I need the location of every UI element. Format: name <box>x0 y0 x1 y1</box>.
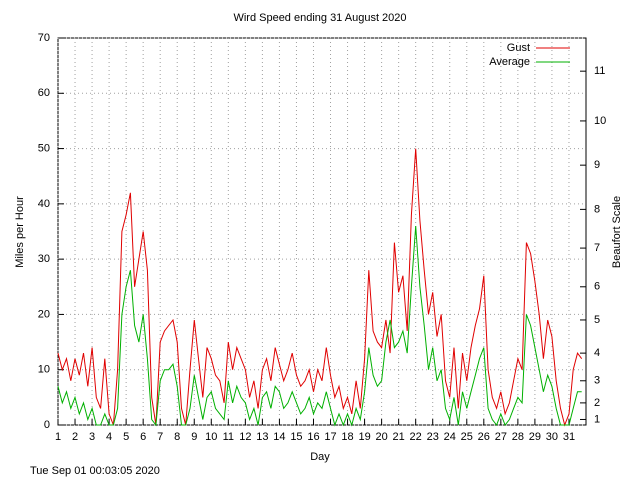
x-tick-label: 14 <box>273 431 285 443</box>
x-tick-label: 12 <box>239 431 251 443</box>
legend-label: Average <box>489 56 530 68</box>
y2-tick-label: 3 <box>594 375 600 387</box>
y-tick-label: 40 <box>38 198 50 210</box>
x-tick-label: 23 <box>427 431 439 443</box>
x-axis-label: Day <box>310 451 330 463</box>
x-tick-label: 21 <box>393 431 405 443</box>
x-tick-label: 13 <box>256 431 268 443</box>
y-tick-label: 50 <box>38 142 50 154</box>
x-tick-label: 16 <box>307 431 319 443</box>
x-tick-label: 18 <box>341 431 353 443</box>
y2-tick-label: 7 <box>594 242 600 254</box>
y2-tick-label: 9 <box>594 159 600 171</box>
x-tick-label: 2 <box>72 431 78 443</box>
footer-timestamp: Tue Sep 01 00:03:05 2020 <box>30 465 160 477</box>
y2-tick-label: 8 <box>594 203 600 215</box>
x-tick-label: 27 <box>495 431 507 443</box>
x-tick-label: 8 <box>174 431 180 443</box>
x-tick-label: 15 <box>290 431 302 443</box>
y2-tick-label: 5 <box>594 314 600 326</box>
x-tick-label: 11 <box>223 431 234 443</box>
x-tick-label: 3 <box>89 431 95 443</box>
x-tick-label: 10 <box>205 431 217 443</box>
y2-axis-label: Beaufort Scale <box>611 196 623 268</box>
legend-label: Gust <box>507 42 530 54</box>
x-tick-label: 1 <box>55 431 61 443</box>
series-line <box>57 148 583 427</box>
x-tick-label: 28 <box>512 431 524 443</box>
y-tick-label: 0 <box>44 419 50 431</box>
series-line <box>57 225 582 427</box>
x-tick-label: 19 <box>358 431 370 443</box>
x-tick-label: 7 <box>157 431 163 443</box>
y-tick-label: 10 <box>38 364 50 376</box>
y2-tick-label: 10 <box>594 115 606 127</box>
x-tick-label: 31 <box>563 431 575 443</box>
y-tick-label: 30 <box>38 253 50 265</box>
x-tick-label: 4 <box>106 431 112 443</box>
x-tick-label: 17 <box>324 431 336 443</box>
y2-tick-label: 6 <box>594 281 600 293</box>
y2-tick-label: 4 <box>594 347 600 359</box>
x-tick-label: 26 <box>478 431 490 443</box>
plot-frame <box>57 37 587 426</box>
y-tick-label: 20 <box>38 308 50 320</box>
x-tick-label: 5 <box>123 431 129 443</box>
y-axis-label: Miles per Hour <box>14 196 26 268</box>
y2-tick-label: 1 <box>594 413 600 425</box>
x-tick-label: 20 <box>375 431 387 443</box>
x-tick-label: 24 <box>444 431 456 443</box>
x-tick-label: 29 <box>529 431 541 443</box>
y2-tick-label: 11 <box>594 65 605 77</box>
chart-title: Wird Speed ending 31 August 2020 <box>233 12 406 24</box>
y-tick-label: 70 <box>38 32 50 44</box>
y2-tick-label: 2 <box>594 397 600 409</box>
x-tick-label: 30 <box>546 431 558 443</box>
x-tick-label: 9 <box>191 431 197 443</box>
y-tick-label: 60 <box>38 87 50 99</box>
x-tick-label: 6 <box>140 431 146 443</box>
x-tick-label: 25 <box>461 431 473 443</box>
x-tick-label: 22 <box>410 431 422 443</box>
